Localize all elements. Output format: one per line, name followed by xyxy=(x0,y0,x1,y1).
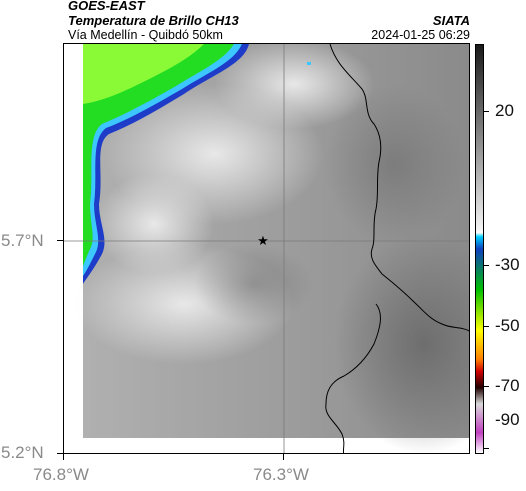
satellite-map: ★ xyxy=(63,43,470,454)
colorbar xyxy=(475,44,484,454)
colorbar-tick xyxy=(484,265,489,266)
dark-patch xyxy=(324,84,464,244)
colorbar-tick xyxy=(484,111,489,112)
cold-cloud-green xyxy=(83,44,234,266)
cold-cloud-lime xyxy=(83,44,204,104)
route-label: Vía Medellín - Quibdó 50km xyxy=(68,28,223,42)
dark-patch xyxy=(194,244,314,324)
colorbar-label-20: 20 xyxy=(495,101,514,120)
cyan-pixel xyxy=(307,62,311,65)
x-tick xyxy=(283,454,284,460)
product-title: Temperatura de Brillo CH13 xyxy=(68,13,239,28)
dark-patch xyxy=(334,234,469,453)
lon-label-76-3: 76.3°W xyxy=(253,465,309,484)
agency-label: SIATA xyxy=(432,13,470,28)
lon-label-76-8: 76.8°W xyxy=(33,465,89,484)
x-tick xyxy=(63,454,64,460)
colorbar-label-minus50: -50 xyxy=(495,316,520,335)
lat-label-5-7: 5.7°N xyxy=(1,231,44,250)
cloud-patch xyxy=(94,174,214,274)
colorbar-label-minus30: -30 xyxy=(495,255,520,274)
colorbar-tick xyxy=(484,448,489,449)
department-border xyxy=(325,303,381,453)
department-border xyxy=(329,44,469,332)
satellite-title: GOES-EAST xyxy=(68,0,145,13)
timestamp-label: 2024-01-25 06:29 xyxy=(371,28,470,42)
map-canvas: ★ xyxy=(64,44,469,453)
colorbar-tick xyxy=(484,326,489,327)
cloud-patch xyxy=(214,44,374,129)
y-tick xyxy=(57,240,63,241)
lat-label-5-2: 5.2°N xyxy=(1,443,44,462)
colorbar-tick xyxy=(484,386,489,387)
colorbar-label-minus90: -90 xyxy=(495,410,520,429)
star-icon: ★ xyxy=(257,234,269,249)
y-tick xyxy=(57,453,63,454)
colorbar-label-minus70: -70 xyxy=(495,376,520,395)
